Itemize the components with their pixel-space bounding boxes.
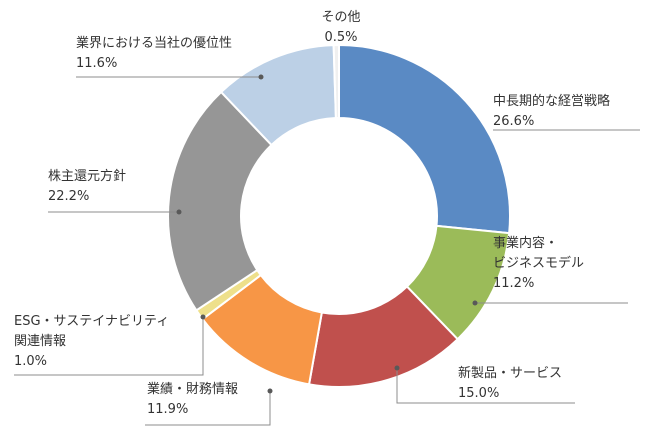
slice-4-value-label: 1.0% — [14, 354, 47, 369]
slice-3-category-label: 業績・財務情報 — [147, 381, 238, 397]
slice-6-value-label: 11.6% — [76, 56, 117, 71]
slice-3-leader-dot — [267, 388, 273, 394]
slice-0-value-label: 26.6% — [493, 114, 534, 129]
donut-slices — [167, 43, 511, 388]
slice-1-value-label: 11.2% — [493, 276, 534, 291]
slice-2-leader-dot — [394, 365, 400, 371]
slice-6-leader-dot — [258, 74, 264, 80]
slice-7-value-label: 0.5% — [324, 30, 357, 45]
slice-2-value-label: 15.0% — [458, 386, 499, 401]
donut-labels: 中長期的な経営戦略 26.6% 事業内容・ビジネスモデル 11.2% 新製品・サービス 1… — [14, 10, 640, 426]
slice-2-leader-line — [396, 368, 575, 404]
slice-2-category-label: 新製品・サービス — [458, 365, 562, 381]
slice-1-leader-dot — [472, 300, 478, 306]
slice-5-leader-dot — [176, 209, 182, 215]
slice-5-wedge — [167, 90, 273, 312]
slice-5-value-label: 22.2% — [48, 189, 89, 204]
slice-3-leader-line — [145, 391, 271, 426]
slice-4-leader-dot — [200, 314, 206, 320]
slice-4-leader-line — [14, 317, 204, 376]
slice-5-category-label: 株主還元方針 — [48, 168, 126, 184]
slice-4-category-label: ESG・サステイナビリティ関連情報 — [14, 314, 169, 349]
slice-1-category-label: 事業内容・ビジネスモデル — [493, 235, 584, 271]
slice-6-category-label: 業界における当社の優位性 — [76, 35, 232, 51]
slice-7-wedge — [332, 43, 340, 120]
slice-7-category-label: その他 — [321, 10, 360, 25]
slice-0-wedge — [338, 43, 511, 235]
slice-3-value-label: 11.9% — [147, 402, 188, 417]
slice-0-category-label: 中長期的な経営戦略 — [493, 93, 610, 109]
